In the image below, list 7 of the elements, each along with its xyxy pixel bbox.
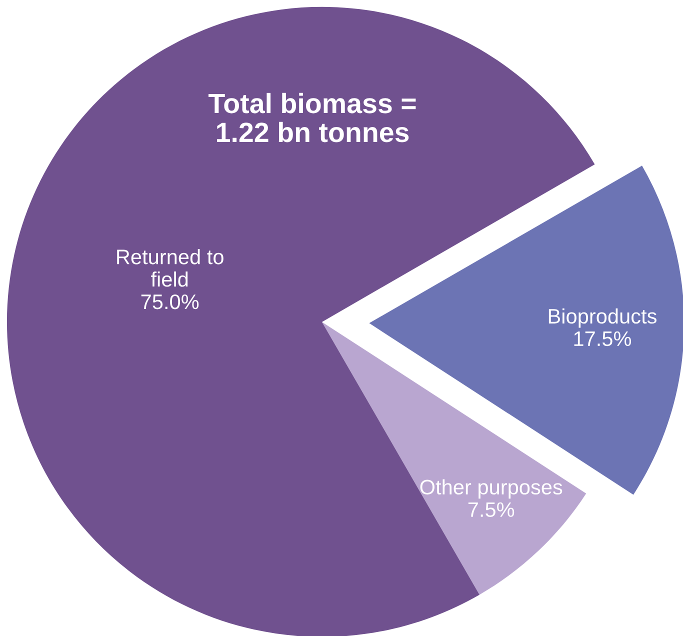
data-label: 75.0% [141,294,199,310]
text: Total biomass = 1.22 bn tonnes [208,92,416,142]
slice-label: Bioproducts [548,308,656,328]
slice-label: Other purposes [420,479,562,499]
data-label: 17.5% [574,331,632,346]
data-label: 7.5% [468,502,514,517]
slice-label: Returned to field [117,249,224,287]
